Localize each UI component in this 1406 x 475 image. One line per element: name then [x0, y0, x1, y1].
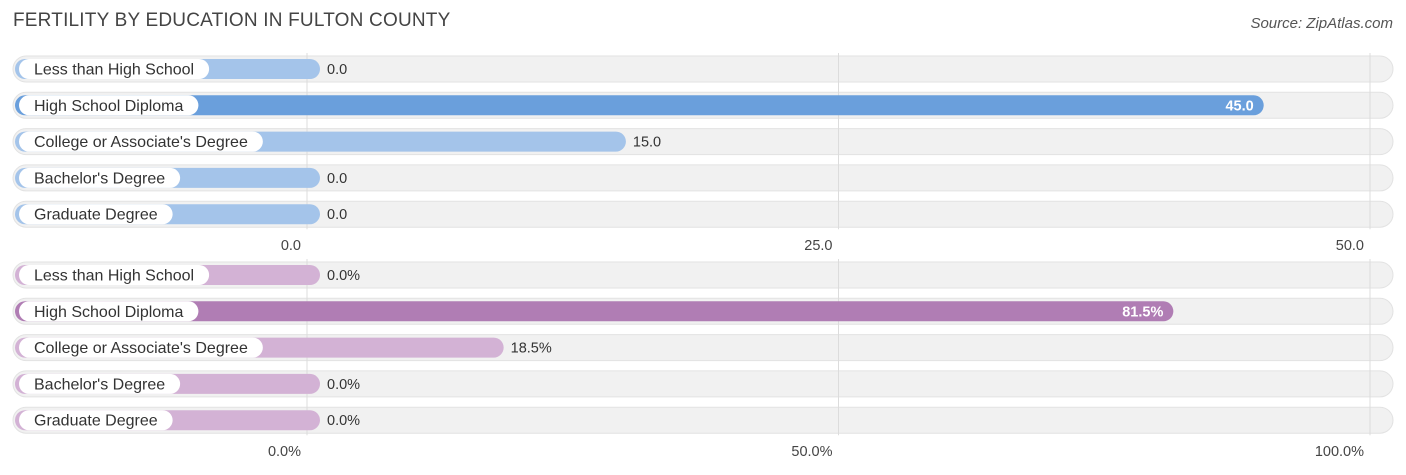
tick-label: 50.0%: [791, 444, 832, 460]
row-background: [12, 406, 1394, 434]
tick-label: 100.0%: [1315, 444, 1364, 460]
category-label: Graduate Degree: [34, 207, 158, 224]
row-background: [12, 200, 1394, 228]
tick-label: 50.0: [1336, 238, 1364, 254]
category-label: Bachelor's Degree: [34, 170, 165, 187]
tick-label: 25.0: [804, 238, 832, 254]
value-label: 18.5%: [511, 341, 552, 357]
value-label: 0.0: [327, 62, 347, 78]
category-pill: [19, 167, 181, 188]
category-pill: [19, 59, 210, 79]
row-background: [12, 261, 1394, 289]
value-label: 0.0: [327, 207, 347, 223]
category-label: College or Associate's Degree: [34, 340, 248, 357]
value-label: 81.5%: [1122, 304, 1163, 320]
value-label: 15.0: [633, 135, 661, 151]
source-credit: Source: ZipAtlas.com: [1250, 15, 1393, 32]
category-pill: [19, 204, 173, 225]
category-label: High School Diploma: [34, 98, 184, 115]
category-pill: [19, 301, 199, 322]
row-background: [12, 164, 1394, 192]
chart-panel-1: Less than High School 0.0 High School Dipl…: [12, 53, 1394, 254]
value-label: 45.0: [1225, 98, 1253, 114]
category-label: Graduate Degree: [34, 413, 158, 430]
chart-title: FERTILITY BY EDUCATION IN FULTON COUNTY: [13, 10, 451, 31]
category-pill: [19, 373, 181, 394]
value-label: 0.0%: [327, 377, 360, 393]
value-label: 0.0: [327, 171, 347, 187]
chart-panel-2: Less than High School 0.0% High School Dip…: [12, 259, 1394, 460]
value-label: 0.0%: [327, 268, 360, 284]
category-pill: [19, 131, 263, 152]
tick-label: 0.0%: [268, 444, 301, 460]
category-label: Less than High School: [34, 268, 194, 285]
row-background: [12, 55, 1394, 83]
bar: [15, 95, 1264, 116]
row-background: [12, 370, 1394, 398]
category-label: High School Diploma: [34, 304, 184, 321]
category-pill: [19, 265, 210, 285]
tick-label: 0.0: [281, 238, 301, 254]
bar: [15, 301, 1174, 322]
category-label: Less than High School: [34, 62, 194, 79]
category-label: Bachelor's Degree: [34, 376, 165, 393]
category-pill: [19, 95, 199, 116]
category-pill: [19, 337, 263, 358]
value-label: 0.0%: [327, 413, 360, 429]
category-pill: [19, 410, 173, 431]
category-label: College or Associate's Degree: [34, 134, 248, 151]
